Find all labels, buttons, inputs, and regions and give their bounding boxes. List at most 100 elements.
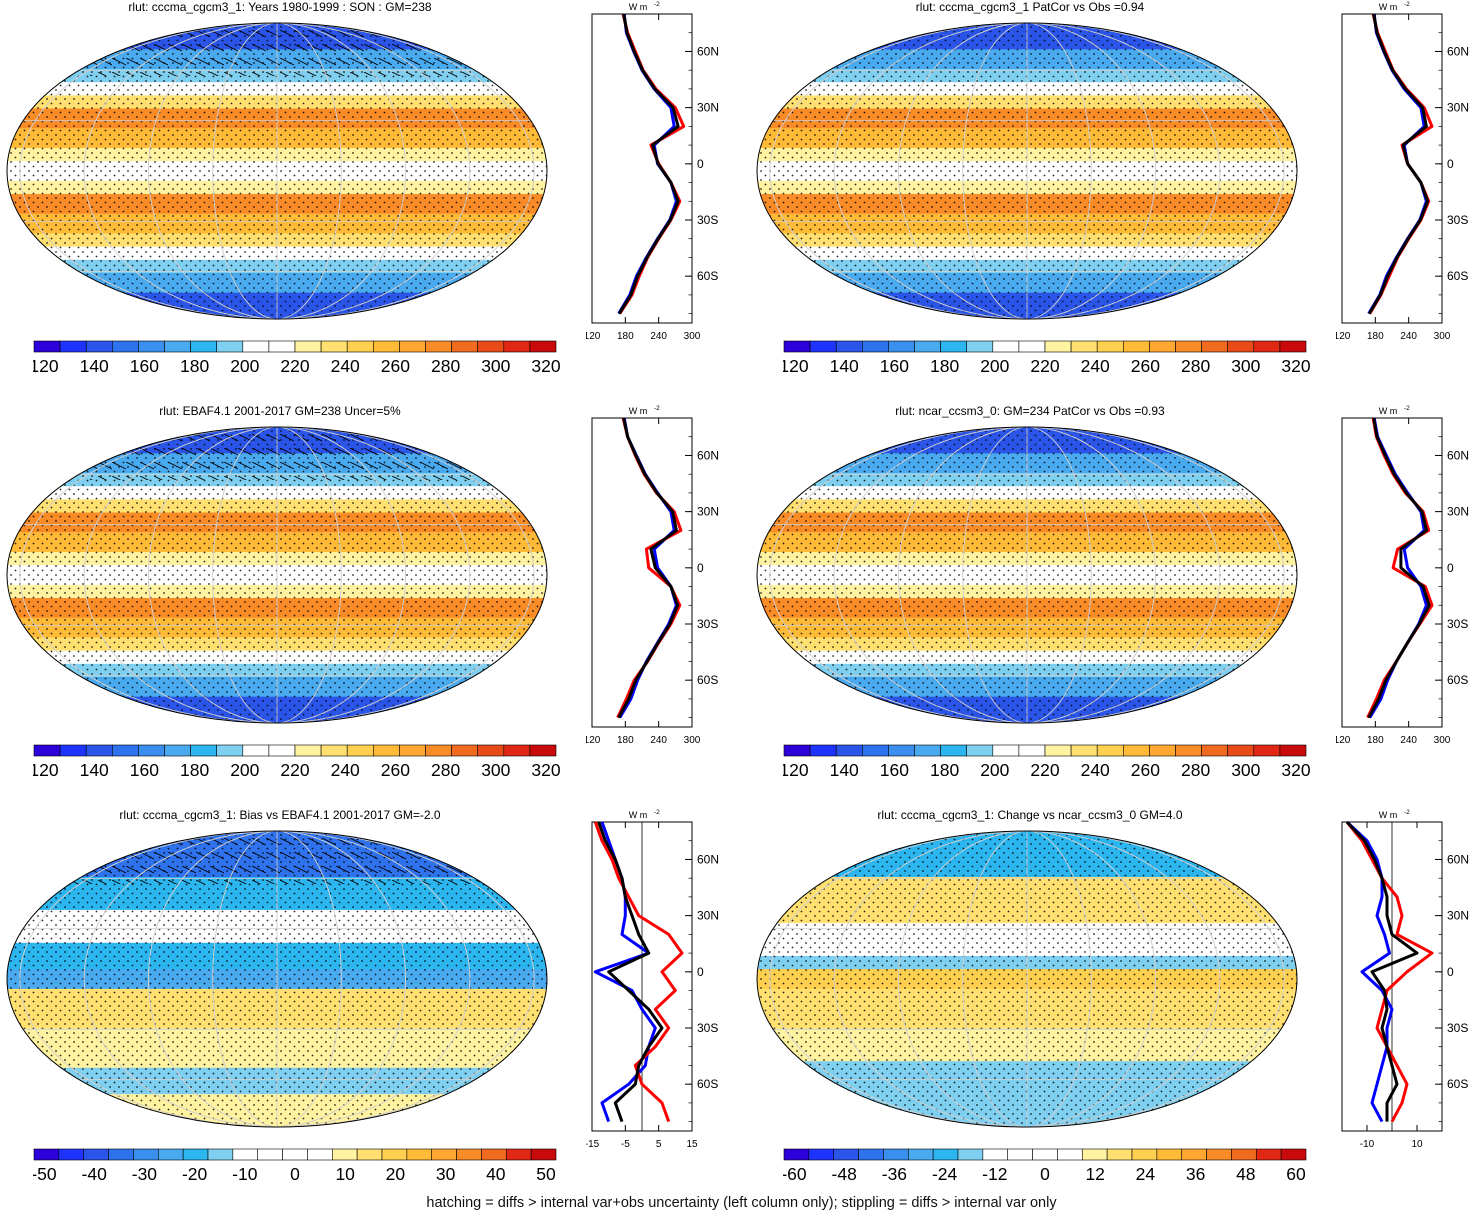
- zonal-profile: W m -2 60N 30N 0 30S 60S 120 180 240 300: [586, 405, 719, 746]
- colorbar-swatch: [1280, 1148, 1307, 1161]
- profile-unit-exponent: -2: [1404, 405, 1410, 412]
- colorbar-tick-label: 280: [1181, 760, 1210, 780]
- graticule: [212, 23, 342, 319]
- chart-panel: rlut: cccma_cgcm3_1: Change vs ncar_ccsm…: [750, 808, 1483, 1213]
- colorbar-swatch: [242, 744, 270, 757]
- colorbar-tick-label: 200: [980, 760, 1009, 780]
- colorbar-swatch: [372, 744, 400, 757]
- profile-axes: [591, 13, 693, 324]
- lat-tick-label: 30S: [1447, 1021, 1468, 1035]
- graticule: [833, 427, 1221, 723]
- colorbar-tick-label: 36: [1186, 1164, 1205, 1184]
- graticule: [962, 427, 1092, 723]
- x-tick-label: 240: [650, 735, 667, 746]
- lat-tick-label: 60N: [1447, 44, 1469, 58]
- colorbar-swatch: [1131, 1148, 1158, 1161]
- colorbar-swatch: [108, 1148, 134, 1161]
- colorbar-tick-label: -24: [932, 1164, 958, 1184]
- profile-unit: W m: [1379, 406, 1398, 416]
- colorbar-swatch: [1279, 744, 1307, 757]
- hatching: [60, 831, 480, 884]
- colorbar-swatch: [1253, 744, 1281, 757]
- colorbar-swatch: [133, 1148, 159, 1161]
- x-tick-label: 240: [1400, 735, 1417, 746]
- colorbar-swatch: [242, 340, 270, 353]
- x-tick-label: -5: [621, 1139, 630, 1150]
- map-plot: [756, 830, 1298, 1128]
- x-tick-label: 180: [617, 735, 634, 746]
- colorbar-tick-label: 120: [33, 356, 59, 376]
- colorbar-tick-label: 200: [230, 356, 259, 376]
- colorbar: 120 140 160 180 200 220 240 260 280 300 320: [33, 744, 561, 780]
- colorbar-swatch: [83, 1148, 109, 1161]
- colorbar-swatch: [966, 744, 994, 757]
- colorbar-tick-label: 180: [930, 760, 959, 780]
- colorbar-swatch: [966, 340, 994, 353]
- profile-unit: W m: [1379, 2, 1398, 12]
- x-tick-label: 300: [684, 331, 701, 342]
- colorbar-tick-label: -20: [182, 1164, 208, 1184]
- chart-panel: rlut: cccma_cgcm3_1: Years 1980-1999 : S…: [0, 0, 742, 405]
- x-tick-label: 120: [1336, 331, 1351, 342]
- colorbar-swatch: [835, 340, 863, 353]
- profile-line-obs: [1368, 417, 1428, 719]
- profile-line-mean: [617, 13, 680, 315]
- colorbar-swatch: [85, 340, 113, 353]
- colorbar-tick-label: 180: [180, 760, 209, 780]
- profile-line-obs: [617, 13, 678, 315]
- graticule: [212, 831, 342, 1127]
- colorbar-tick-label: -30: [132, 1164, 158, 1184]
- footnote: hatching = diffs > internal var+obs unce…: [426, 1195, 1057, 1211]
- colorbar-swatch: [1106, 1148, 1133, 1161]
- colorbar-tick-label: 320: [531, 760, 560, 780]
- colorbar-tick-label: 260: [1131, 356, 1160, 376]
- hatching: [90, 23, 470, 76]
- colorbar-swatch: [833, 1148, 859, 1161]
- colorbar-swatch: [1018, 340, 1046, 353]
- colorbar-swatch: [138, 340, 165, 353]
- colorbar-swatch: [399, 744, 426, 757]
- colorbar-tick-label: 60: [1286, 1164, 1306, 1184]
- profile-line-mean: [597, 821, 664, 1123]
- graticule: [83, 23, 471, 319]
- lat-tick-label: 60N: [697, 448, 719, 462]
- colorbar-tick-label: 280: [431, 760, 460, 780]
- colorbar-swatch: [164, 340, 191, 353]
- colorbar-swatch: [456, 1148, 482, 1161]
- colorbar-tick-label: 240: [1081, 356, 1110, 376]
- profile-line-obs: [1345, 820, 1394, 1123]
- graticule: [148, 427, 406, 723]
- map-border: [6, 22, 548, 320]
- x-tick-label: 120: [586, 331, 601, 342]
- chart-title: rlut: ncar_ccsm3_0: GM=234 PatCor vs Obs…: [895, 404, 1165, 418]
- graticule: [769, 23, 1285, 319]
- colorbar-tick-label: 12: [1085, 1164, 1104, 1184]
- colorbar-tick-label: 0: [290, 1164, 300, 1184]
- colorbar-swatch: [294, 744, 322, 757]
- colorbar-swatch: [1201, 340, 1229, 353]
- colorbar-swatch: [1231, 1148, 1257, 1161]
- colorbar-swatch: [907, 1148, 934, 1161]
- profile-line-model: [1345, 821, 1434, 1123]
- graticule: [19, 23, 535, 319]
- x-tick-label: 240: [650, 331, 667, 342]
- colorbar-swatch: [957, 1148, 984, 1161]
- graticule: [898, 23, 1156, 319]
- colorbar-swatch: [268, 340, 296, 353]
- colorbar-tick-label: -50: [33, 1164, 57, 1184]
- lat-tick-label: 30S: [1447, 213, 1468, 227]
- colorbar-tick-label: 120: [783, 760, 809, 780]
- profile-axes: [1341, 13, 1443, 324]
- colorbar-tick-label: 10: [335, 1164, 355, 1184]
- colorbar-swatch: [503, 744, 531, 757]
- colorbar-swatch: [505, 1148, 532, 1161]
- chart-title: rlut: cccma_cgcm3_1: Change vs ncar_ccsm…: [877, 808, 1183, 822]
- profile-unit-exponent: -2: [654, 809, 660, 816]
- profile-unit: W m: [629, 810, 648, 820]
- lat-tick-label: 30N: [1447, 101, 1469, 115]
- lat-tick-label: 30N: [697, 909, 719, 923]
- profile-unit: W m: [629, 406, 648, 416]
- x-tick-label: 180: [1367, 735, 1384, 746]
- colorbar-tick-label: 300: [1231, 760, 1260, 780]
- colorbar-swatch: [182, 1148, 209, 1161]
